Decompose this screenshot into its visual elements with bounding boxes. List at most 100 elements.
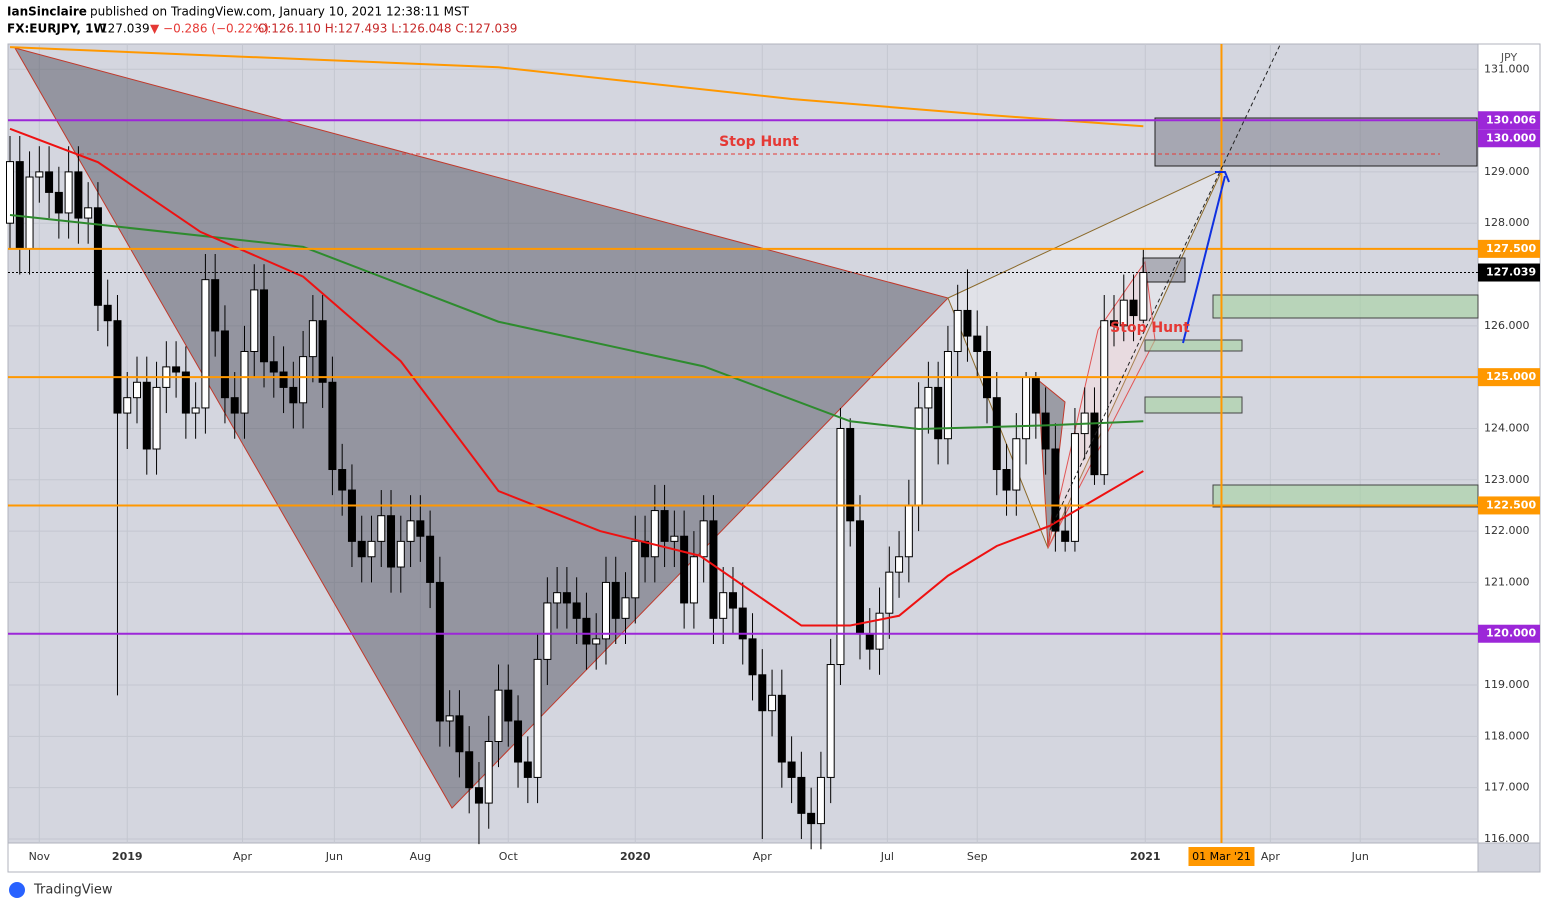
- candle-body: [855, 520, 864, 635]
- candle-body: [289, 386, 298, 404]
- candle-body: [963, 309, 972, 337]
- currency: JPY: [1500, 51, 1518, 64]
- candle-body: [875, 612, 884, 650]
- candle-body: [924, 386, 933, 409]
- candle-body: [240, 350, 249, 414]
- price-label: 125.000: [1486, 370, 1536, 383]
- candle-body: [318, 320, 327, 383]
- candle-body: [572, 602, 581, 619]
- candle-body: [738, 607, 747, 640]
- candle-body: [172, 366, 181, 373]
- candle-body: [865, 633, 874, 650]
- candle-body: [230, 397, 239, 414]
- x-tick-label: Aug: [410, 850, 431, 863]
- candle-body: [84, 207, 93, 219]
- zone: [1142, 257, 1186, 283]
- y-tick-label: 118.000: [1484, 729, 1530, 742]
- candle-body: [758, 674, 767, 712]
- x-tick-label: Apr: [233, 850, 253, 863]
- candle-body: [768, 694, 777, 712]
- candle-body: [895, 556, 904, 573]
- candle-body: [435, 581, 444, 722]
- candle-body: [338, 469, 347, 491]
- candle-body: [1012, 438, 1021, 491]
- tv-logo: TradingView: [9, 882, 113, 898]
- x-tick-label: Jun: [1351, 850, 1369, 863]
- candle-body: [1110, 320, 1119, 327]
- candle-body: [543, 602, 552, 660]
- candle-body: [308, 320, 317, 358]
- candle-body: [6, 161, 14, 224]
- candle-body: [35, 171, 44, 178]
- zone: [1144, 339, 1243, 352]
- y-tick-label: 126.000: [1484, 319, 1530, 332]
- date-marker-label: 01 Mar '21: [1192, 850, 1251, 863]
- x-tick-label: Oct: [499, 850, 519, 863]
- candle-body: [396, 540, 405, 568]
- y-tick-label: 116.000: [1484, 832, 1530, 845]
- x-tick-label: Apr: [753, 850, 773, 863]
- annotation: Stop Hunt: [1110, 320, 1190, 336]
- candle-body: [299, 356, 308, 404]
- price-label: 130.006: [1486, 113, 1536, 126]
- candle-body: [1022, 376, 1031, 440]
- price-label-bg: [1478, 263, 1540, 282]
- candle-body: [220, 330, 229, 399]
- candle-body: [474, 787, 483, 804]
- candle-body: [260, 289, 269, 363]
- price-label-bg: [1478, 129, 1540, 148]
- moving-average: [9, 46, 1144, 128]
- annotation: Stop Hunt: [719, 134, 799, 150]
- candle-body: [797, 776, 806, 814]
- price-label-bg: [1478, 111, 1540, 130]
- candle-body: [777, 694, 786, 763]
- candle-body: [504, 689, 513, 722]
- candle-body: [553, 592, 562, 604]
- candle-body: [328, 381, 337, 471]
- candle-body: [387, 515, 396, 568]
- candle-body: [1061, 530, 1070, 542]
- author: IanSinclaire: [7, 5, 87, 19]
- price-label: 127.039: [1486, 266, 1536, 279]
- price-label-bg: [1478, 368, 1540, 387]
- candle-body: [250, 289, 259, 352]
- candle-body: [181, 371, 190, 414]
- candle-body: [787, 761, 796, 778]
- y-tick-label: 123.000: [1484, 473, 1530, 486]
- candle-body: [621, 597, 630, 619]
- ohlc: O:126.110 H:127.493 L:126.048 C:127.039: [258, 22, 517, 36]
- x-tick-label: Sep: [967, 850, 988, 863]
- candle-body: [650, 510, 659, 558]
- candle-body: [1041, 412, 1050, 450]
- candle-body: [914, 407, 923, 506]
- candle-body: [943, 350, 952, 440]
- zone: [1212, 484, 1479, 508]
- y-tick-label: 121.000: [1484, 575, 1530, 588]
- candle-body: [406, 520, 415, 542]
- candle-body: [54, 191, 63, 214]
- price-label: 122.500: [1486, 498, 1536, 511]
- candle-body: [1090, 412, 1099, 476]
- candle-body: [728, 592, 737, 609]
- candle-body: [113, 320, 122, 414]
- candle-body: [709, 520, 718, 619]
- arrow: [1182, 175, 1226, 344]
- candle-body: [377, 515, 386, 542]
- symbol: FX:EURJPY, 1W: [7, 22, 107, 36]
- price-label: 127.500: [1486, 242, 1536, 255]
- last-price: 127.039: [100, 22, 150, 36]
- zone: [1212, 294, 1479, 319]
- candle-body: [523, 761, 532, 778]
- candle-body: [93, 207, 102, 306]
- candle-body: [836, 427, 845, 666]
- candle-body: [123, 397, 132, 414]
- candle-body: [1002, 469, 1011, 491]
- candle-body: [45, 171, 54, 193]
- price-label: 130.000: [1486, 131, 1536, 144]
- candle-body: [826, 664, 835, 778]
- candle-body: [601, 581, 610, 640]
- x-tick-label: Apr: [1261, 850, 1281, 863]
- candle-body: [934, 386, 943, 440]
- candle-body: [660, 510, 669, 542]
- date-marker-bg: [1188, 847, 1255, 866]
